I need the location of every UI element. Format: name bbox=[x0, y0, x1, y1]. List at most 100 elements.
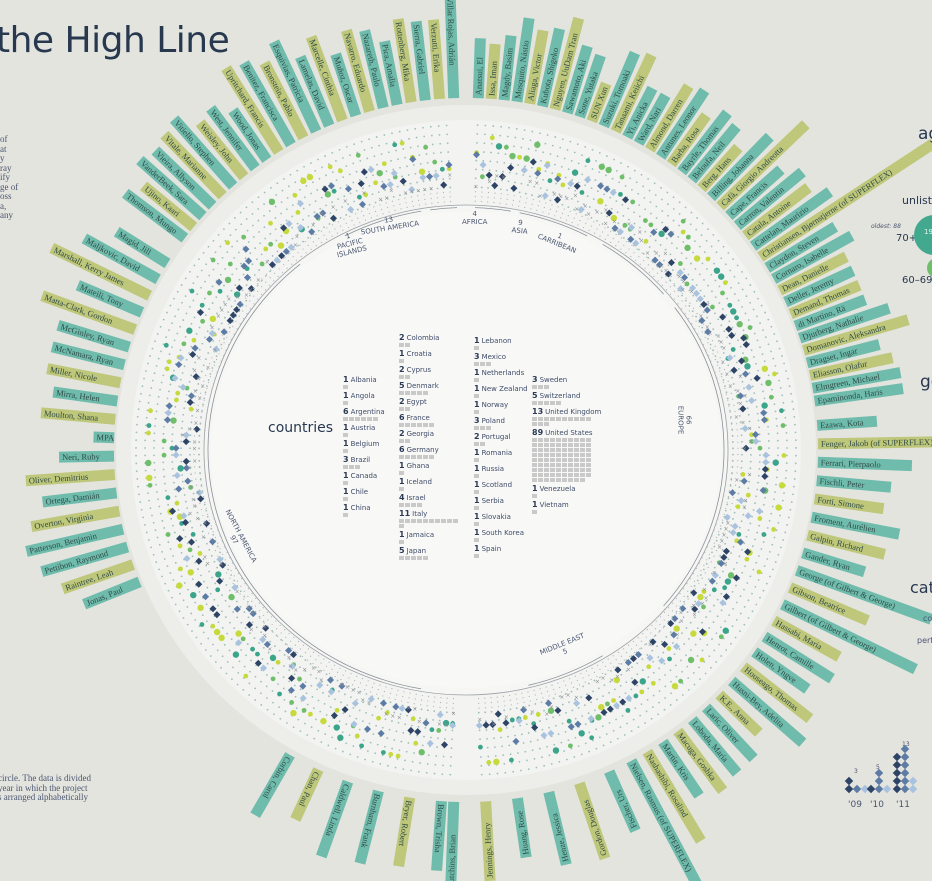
svg-text:Moulton, Shana: Moulton, Shana bbox=[44, 408, 99, 423]
svg-text:×: × bbox=[659, 263, 664, 270]
svg-text:×: × bbox=[196, 489, 201, 496]
svg-text:×: × bbox=[637, 229, 642, 236]
svg-text:Miller, Nicole: Miller, Nicole bbox=[49, 364, 98, 383]
unlisted-label: unliste bbox=[902, 194, 932, 207]
country-item: 1 South Korea bbox=[474, 528, 533, 542]
svg-text:Froment, Aurélien: Froment, Aurélien bbox=[814, 513, 878, 535]
svg-text:×: × bbox=[192, 458, 197, 465]
year-label: '11 bbox=[896, 800, 910, 810]
svg-text:×: × bbox=[747, 472, 752, 479]
country-item: 1 Ghana bbox=[399, 461, 458, 475]
svg-text:×: × bbox=[286, 654, 291, 661]
svg-text:×: × bbox=[351, 687, 356, 694]
svg-text:Caldwell, Linda: Caldwell, Linda bbox=[324, 783, 352, 838]
svg-text:×: × bbox=[742, 445, 747, 452]
country-item: 3 Brazil bbox=[343, 455, 402, 469]
country-item: 2 Georgia bbox=[399, 429, 458, 443]
country-item: 1 Spain bbox=[474, 544, 533, 558]
svg-text:×: × bbox=[196, 375, 201, 382]
artist-label: Huang, Rose bbox=[511, 797, 532, 859]
svg-text:×: × bbox=[331, 204, 336, 211]
artist-label: Gordon, Douglas bbox=[574, 781, 611, 861]
svg-text:×: × bbox=[384, 711, 389, 718]
svg-text:×: × bbox=[679, 618, 684, 625]
svg-text:×: × bbox=[293, 667, 298, 674]
svg-text:×: × bbox=[192, 503, 197, 510]
country-item: 1 New Zealand bbox=[474, 384, 533, 398]
svg-text:Fischli, Peter: Fischli, Peter bbox=[819, 476, 865, 490]
country-item: 3 Sweden bbox=[532, 375, 591, 389]
svg-text:×: × bbox=[205, 560, 210, 567]
country-item: 1 Romania bbox=[474, 448, 533, 462]
svg-text:×: × bbox=[477, 716, 482, 723]
svg-text:×: × bbox=[491, 721, 496, 728]
svg-text:×: × bbox=[248, 287, 253, 294]
artist-label: Ezawa, Kota bbox=[816, 415, 878, 431]
center-label: countries bbox=[268, 420, 334, 436]
svg-text:×: × bbox=[210, 325, 215, 332]
svg-text:×: × bbox=[530, 709, 535, 716]
svg-text:Verzutti, Erika: Verzutti, Erika bbox=[429, 22, 443, 72]
svg-text:×: × bbox=[216, 313, 221, 320]
svg-text:×: × bbox=[294, 233, 299, 240]
intro-text: of at y ray ify ge of oss a, any bbox=[0, 134, 19, 220]
svg-text:×: × bbox=[293, 242, 298, 249]
svg-text:×: × bbox=[192, 445, 197, 452]
svg-text:×: × bbox=[437, 721, 442, 728]
svg-text:Jackson Hutchins, Brian: Jackson Hutchins, Brian bbox=[445, 834, 458, 881]
svg-text:×: × bbox=[595, 678, 600, 685]
svg-text:×: × bbox=[720, 359, 725, 366]
svg-text:×: × bbox=[200, 383, 205, 390]
gender-heading: ge bbox=[920, 372, 932, 392]
category-heading: cat bbox=[910, 578, 932, 597]
svg-text:×: × bbox=[360, 697, 365, 704]
svg-text:×: × bbox=[704, 595, 709, 602]
svg-text:Huang, Rose: Huang, Rose bbox=[514, 810, 530, 855]
svg-text:×: × bbox=[288, 663, 293, 670]
svg-text:×: × bbox=[256, 277, 261, 284]
svg-text:×: × bbox=[262, 632, 267, 639]
svg-text:×: × bbox=[583, 203, 588, 210]
svg-text:×: × bbox=[680, 287, 685, 294]
svg-text:×: × bbox=[692, 611, 697, 618]
country-item: 6 Germany bbox=[399, 445, 458, 459]
svg-text:×: × bbox=[719, 339, 724, 346]
artist-label: Corbin, Carol bbox=[250, 752, 295, 818]
svg-text:×: × bbox=[738, 400, 743, 407]
svg-text:×: × bbox=[447, 172, 452, 179]
svg-text:×: × bbox=[721, 532, 726, 539]
country-item: 3 Poland bbox=[474, 416, 533, 430]
svg-text:×: × bbox=[614, 227, 619, 234]
country-item: 2 Cyprus bbox=[399, 365, 458, 379]
svg-text:Neri, Ruby: Neri, Ruby bbox=[62, 451, 101, 462]
svg-text:×: × bbox=[639, 237, 644, 244]
footnote-text: circle. The data is divided year in which… bbox=[0, 773, 92, 802]
artist-label: Burnham, Frank bbox=[354, 789, 384, 865]
country-item: 1 Croatia bbox=[399, 349, 458, 363]
age-60-label: 60–69 bbox=[902, 275, 932, 286]
svg-text:×: × bbox=[748, 439, 753, 446]
svg-text:×: × bbox=[678, 609, 683, 616]
svg-text:×: × bbox=[429, 185, 434, 192]
artist-label: Jackson Hutchins, Brian bbox=[444, 801, 460, 881]
svg-text:×: × bbox=[226, 296, 231, 303]
svg-text:×: × bbox=[544, 711, 549, 718]
svg-text:×: × bbox=[708, 330, 713, 337]
svg-text:×: × bbox=[742, 504, 747, 511]
artist-label: Chan, Paul bbox=[290, 767, 324, 822]
category-sub2: perf bbox=[917, 636, 932, 645]
svg-text:×: × bbox=[724, 526, 729, 533]
svg-text:Ferrari, Pierpaolo: Ferrari, Pierpaolo bbox=[821, 457, 881, 469]
svg-text:×: × bbox=[716, 333, 721, 340]
svg-text:×: × bbox=[609, 677, 614, 684]
svg-text:×: × bbox=[219, 307, 224, 314]
country-item: 1 Norway bbox=[474, 400, 533, 414]
svg-text:×: × bbox=[201, 534, 206, 541]
country-item: 4 Israel bbox=[399, 493, 458, 507]
artist-label: Henze, Jessica bbox=[543, 790, 572, 866]
svg-text:×: × bbox=[311, 222, 316, 229]
svg-text:×: × bbox=[574, 206, 579, 213]
svg-text:×: × bbox=[265, 259, 270, 266]
age-60-circle bbox=[927, 258, 932, 278]
svg-text:Chan, Paul: Chan, Paul bbox=[297, 770, 322, 809]
